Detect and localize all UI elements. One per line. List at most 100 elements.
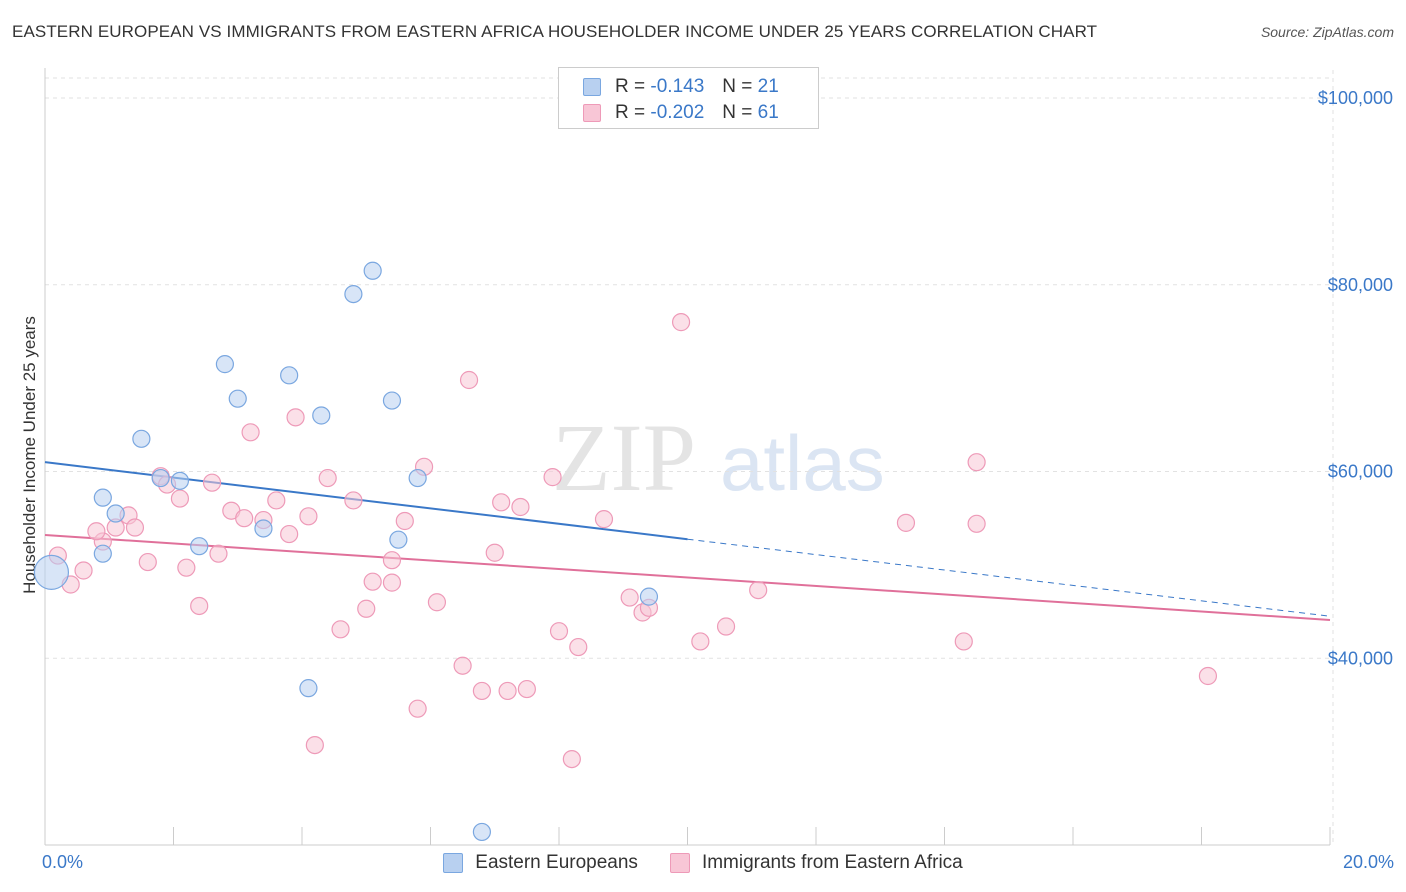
trend-line-1 (44, 534, 1331, 621)
legend-n-label: N = (722, 102, 753, 123)
legend-item-eastern-africa: Immigrants from Eastern Africa (669, 852, 963, 874)
point-eastern-africa (209, 544, 228, 563)
point-eastern-africa (286, 408, 305, 427)
point-eastern-africa (235, 509, 254, 528)
point-eastern-africa (190, 596, 209, 616)
watermark-zip: ZIP (552, 404, 696, 511)
point-eastern-africa (896, 513, 916, 532)
point-eastern-africa (967, 514, 986, 533)
point-eastern-africa (305, 735, 324, 755)
legend-label: Eastern Europeans (475, 852, 638, 873)
point-eastern-africa (267, 491, 286, 510)
point-eastern-africa (472, 681, 491, 701)
y-tick-label: $100,000 (1318, 88, 1393, 108)
point-eastern-africa (749, 580, 768, 600)
y-tick-labels: $40,000 $60,000 $80,000 $100,000 (1318, 88, 1393, 668)
legend-r-value: -0.143 (650, 76, 705, 97)
legend-swatch-pink (583, 104, 601, 122)
point-eastern-europeans (639, 587, 659, 606)
data-points (33, 261, 1218, 842)
legend-row-eastern-africa: R = -0.202 N = 61 (583, 102, 779, 124)
legend-row-eastern-europeans: R = -0.143 N = 21 (583, 76, 779, 98)
point-eastern-europeans (408, 468, 427, 488)
point-eastern-africa (492, 493, 511, 512)
correlation-legend: R = -0.143 N = 21 R = -0.202 N = 61 (558, 67, 819, 129)
point-eastern-africa (382, 551, 402, 570)
point-eastern-europeans (344, 284, 363, 304)
point-eastern-africa (543, 468, 562, 487)
point-eastern-africa (954, 632, 973, 651)
point-eastern-africa (177, 558, 196, 577)
point-eastern-africa (87, 522, 106, 541)
point-eastern-europeans (33, 554, 70, 590)
point-eastern-europeans (228, 389, 247, 408)
legend-label: Immigrants from Eastern Africa (701, 852, 963, 873)
point-eastern-africa (363, 572, 382, 591)
legend-swatch-pink (669, 853, 690, 873)
series-legend: Eastern Europeans Immigrants from Easter… (0, 852, 1406, 874)
point-eastern-africa (125, 518, 145, 537)
point-eastern-africa (357, 599, 376, 618)
point-eastern-europeans (132, 429, 151, 448)
legend-n-label: N = (722, 76, 753, 97)
y-tick-label: $80,000 (1328, 275, 1393, 295)
axes (44, 68, 1331, 846)
point-eastern-africa (395, 511, 414, 531)
y-tick-label: $60,000 (1328, 462, 1393, 482)
point-eastern-europeans (363, 261, 382, 280)
point-eastern-europeans (254, 519, 273, 538)
point-eastern-africa (967, 453, 986, 472)
point-eastern-europeans (280, 366, 299, 385)
point-eastern-africa (691, 632, 710, 651)
point-eastern-africa (562, 749, 581, 769)
point-eastern-europeans (312, 406, 331, 425)
point-eastern-africa (485, 543, 504, 562)
point-eastern-africa (170, 489, 190, 508)
point-eastern-africa (74, 561, 93, 580)
legend-swatch-blue (443, 853, 464, 873)
point-eastern-europeans (93, 488, 112, 507)
point-eastern-africa (331, 620, 350, 639)
point-eastern-africa (549, 622, 569, 641)
point-eastern-africa (716, 617, 736, 636)
point-eastern-europeans (151, 468, 170, 488)
legend-r-value: -0.202 (650, 102, 705, 123)
legend-n-value: 61 (757, 102, 779, 123)
point-eastern-africa (517, 679, 536, 699)
x-tick-min: 0.0% (42, 852, 84, 872)
legend-r-label: R = (615, 76, 646, 97)
watermark-atlas: atlas (720, 419, 885, 507)
point-eastern-africa (138, 552, 157, 572)
point-eastern-europeans (389, 530, 408, 549)
chart-source: Source: ZipAtlas.com (1260, 24, 1394, 40)
point-eastern-europeans (215, 355, 234, 374)
point-eastern-africa (594, 510, 614, 529)
point-eastern-africa (408, 699, 427, 718)
point-eastern-africa (382, 573, 402, 592)
point-eastern-europeans (472, 822, 491, 842)
y-tick-label: $40,000 (1328, 648, 1393, 668)
point-eastern-africa (620, 588, 639, 607)
point-eastern-africa (427, 593, 447, 612)
x-tick-max: 20.0% (1342, 852, 1394, 872)
point-eastern-europeans (299, 679, 318, 698)
point-eastern-europeans (170, 471, 190, 490)
point-eastern-africa (299, 507, 318, 526)
point-eastern-africa (459, 370, 479, 390)
point-eastern-africa (344, 491, 363, 510)
point-eastern-africa (569, 637, 588, 657)
trend-line-dashed-0 (687, 538, 1331, 617)
chart-title: EASTERN EUROPEAN VS IMMIGRANTS FROM EAST… (12, 22, 1098, 41)
legend-swatch-blue (583, 78, 601, 96)
point-eastern-africa (1198, 666, 1218, 686)
point-eastern-europeans (382, 391, 402, 410)
legend-r-label: R = (615, 102, 646, 123)
point-eastern-africa (671, 313, 691, 332)
legend-n-value: 21 (757, 76, 779, 97)
point-eastern-europeans (93, 544, 112, 563)
point-eastern-africa (498, 681, 517, 701)
point-eastern-europeans (106, 504, 125, 523)
point-eastern-africa (511, 497, 530, 517)
point-eastern-europeans (190, 537, 209, 556)
point-eastern-africa (202, 473, 222, 492)
